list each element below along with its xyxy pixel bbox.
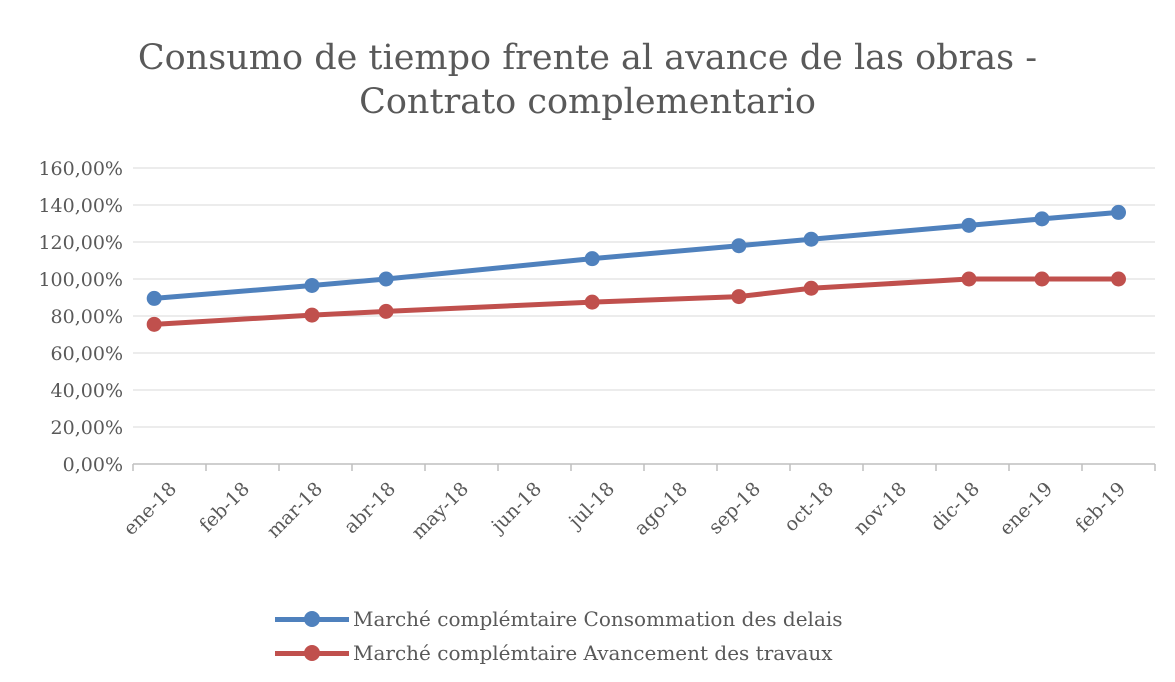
data-point <box>146 316 162 332</box>
x-tick-label: ago-18 <box>630 478 692 540</box>
y-tick-label: 100,00% <box>38 269 123 291</box>
legend-swatch-consommation <box>275 604 349 634</box>
legend: Marché complémtaire Consommation des del… <box>275 602 843 670</box>
chart-title: Consumo de tiempo frente al avance de la… <box>137 38 1038 122</box>
data-point <box>1111 204 1126 220</box>
x-axis: ene-18 feb-18 mar-18 abr-18 may-18 jun-18 jul-… <box>119 463 1156 544</box>
data-point <box>146 290 162 306</box>
y-tick-label: 60,00% <box>51 343 123 365</box>
y-tick-label: 40,00% <box>51 380 123 402</box>
data-point <box>304 307 320 323</box>
x-tick-label: ene-19 <box>995 478 1057 540</box>
y-tick-label: 120,00% <box>38 232 123 254</box>
data-point <box>378 303 394 319</box>
x-tick-label: oct-18 <box>780 478 838 536</box>
x-tick-label: feb-18 <box>195 478 254 537</box>
gridlines <box>133 167 1155 428</box>
data-point <box>961 271 977 287</box>
y-tick-label: 80,00% <box>51 306 123 328</box>
data-point <box>731 238 747 254</box>
x-tick-label: abr-18 <box>340 478 400 538</box>
x-tick-label: nov-18 <box>850 478 912 540</box>
data-point <box>304 277 320 293</box>
legend-item-avancement: Marché complémtaire Avancement des trava… <box>275 636 843 670</box>
data-point <box>584 251 600 267</box>
y-tick-label: 20,00% <box>51 417 123 439</box>
y-tick-label: 140,00% <box>38 195 123 217</box>
y-tick-label: 160,00% <box>38 158 123 180</box>
data-point <box>378 271 394 287</box>
data-point <box>803 231 819 247</box>
legend-swatch-avancement <box>275 638 349 668</box>
legend-label-consommation: Marché complémtaire Consommation des del… <box>353 607 843 631</box>
data-point <box>961 217 977 233</box>
x-tick-label: jul-18 <box>563 478 619 534</box>
data-point <box>1034 211 1050 227</box>
y-axis-ticks: 0,00% 20,00% 40,00% 60,00% 80,00% 100,00% 120,… <box>38 158 123 476</box>
legend-label-avancement: Marché complémtaire Avancement des trava… <box>353 641 833 665</box>
data-point <box>584 294 600 310</box>
data-point <box>1034 271 1050 287</box>
series-lines <box>146 204 1126 332</box>
x-tick-label: may-18 <box>407 478 473 544</box>
x-tick-label: ene-18 <box>119 478 181 540</box>
x-tick-label: dic-18 <box>926 478 984 536</box>
x-tick-label: feb-19 <box>1071 478 1130 537</box>
data-point <box>1111 271 1126 287</box>
y-tick-label: 0,00% <box>63 454 123 476</box>
legend-item-consommation: Marché complémtaire Consommation des del… <box>275 602 843 636</box>
data-point <box>731 289 747 305</box>
x-tick-label: mar-18 <box>263 478 327 542</box>
x-tick-label: sep-18 <box>704 478 765 539</box>
data-point <box>803 280 819 296</box>
x-tick-label: jun-18 <box>486 478 546 538</box>
